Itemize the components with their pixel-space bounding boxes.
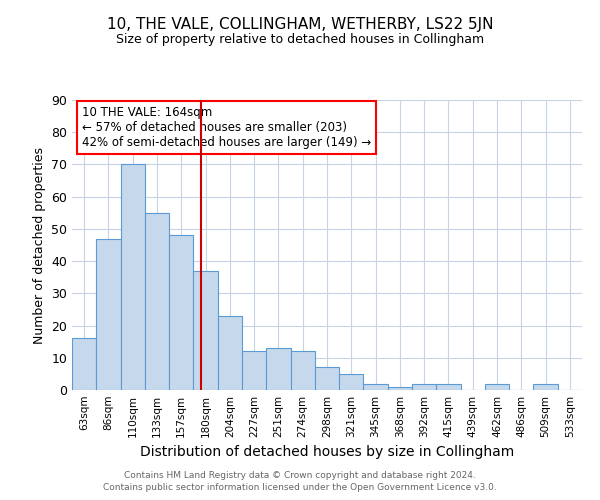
Bar (388, 387, 412, 390)
Bar (412, 384, 436, 390)
X-axis label: Distribution of detached houses by size in Collingham: Distribution of detached houses by size … (140, 446, 514, 460)
Bar (266, 348, 290, 390)
Bar (339, 374, 364, 390)
Bar (121, 164, 145, 390)
Bar (242, 352, 266, 390)
Bar (315, 368, 339, 390)
Bar (218, 316, 242, 390)
Text: Contains HM Land Registry data © Crown copyright and database right 2024.: Contains HM Land Registry data © Crown c… (124, 471, 476, 480)
Bar (485, 384, 509, 390)
Text: 10 THE VALE: 164sqm
← 57% of detached houses are smaller (203)
42% of semi-detac: 10 THE VALE: 164sqm ← 57% of detached ho… (82, 106, 371, 149)
Bar (533, 384, 558, 390)
Bar (96, 238, 121, 390)
Text: 10, THE VALE, COLLINGHAM, WETHERBY, LS22 5JN: 10, THE VALE, COLLINGHAM, WETHERBY, LS22… (107, 18, 493, 32)
Text: Contains public sector information licensed under the Open Government Licence v3: Contains public sector information licen… (103, 484, 497, 492)
Bar (364, 384, 388, 390)
Bar (193, 271, 218, 390)
Bar (290, 352, 315, 390)
Bar (72, 338, 96, 390)
Y-axis label: Number of detached properties: Number of detached properties (32, 146, 46, 344)
Bar (436, 384, 461, 390)
Bar (169, 236, 193, 390)
Bar (145, 213, 169, 390)
Text: Size of property relative to detached houses in Collingham: Size of property relative to detached ho… (116, 32, 484, 46)
